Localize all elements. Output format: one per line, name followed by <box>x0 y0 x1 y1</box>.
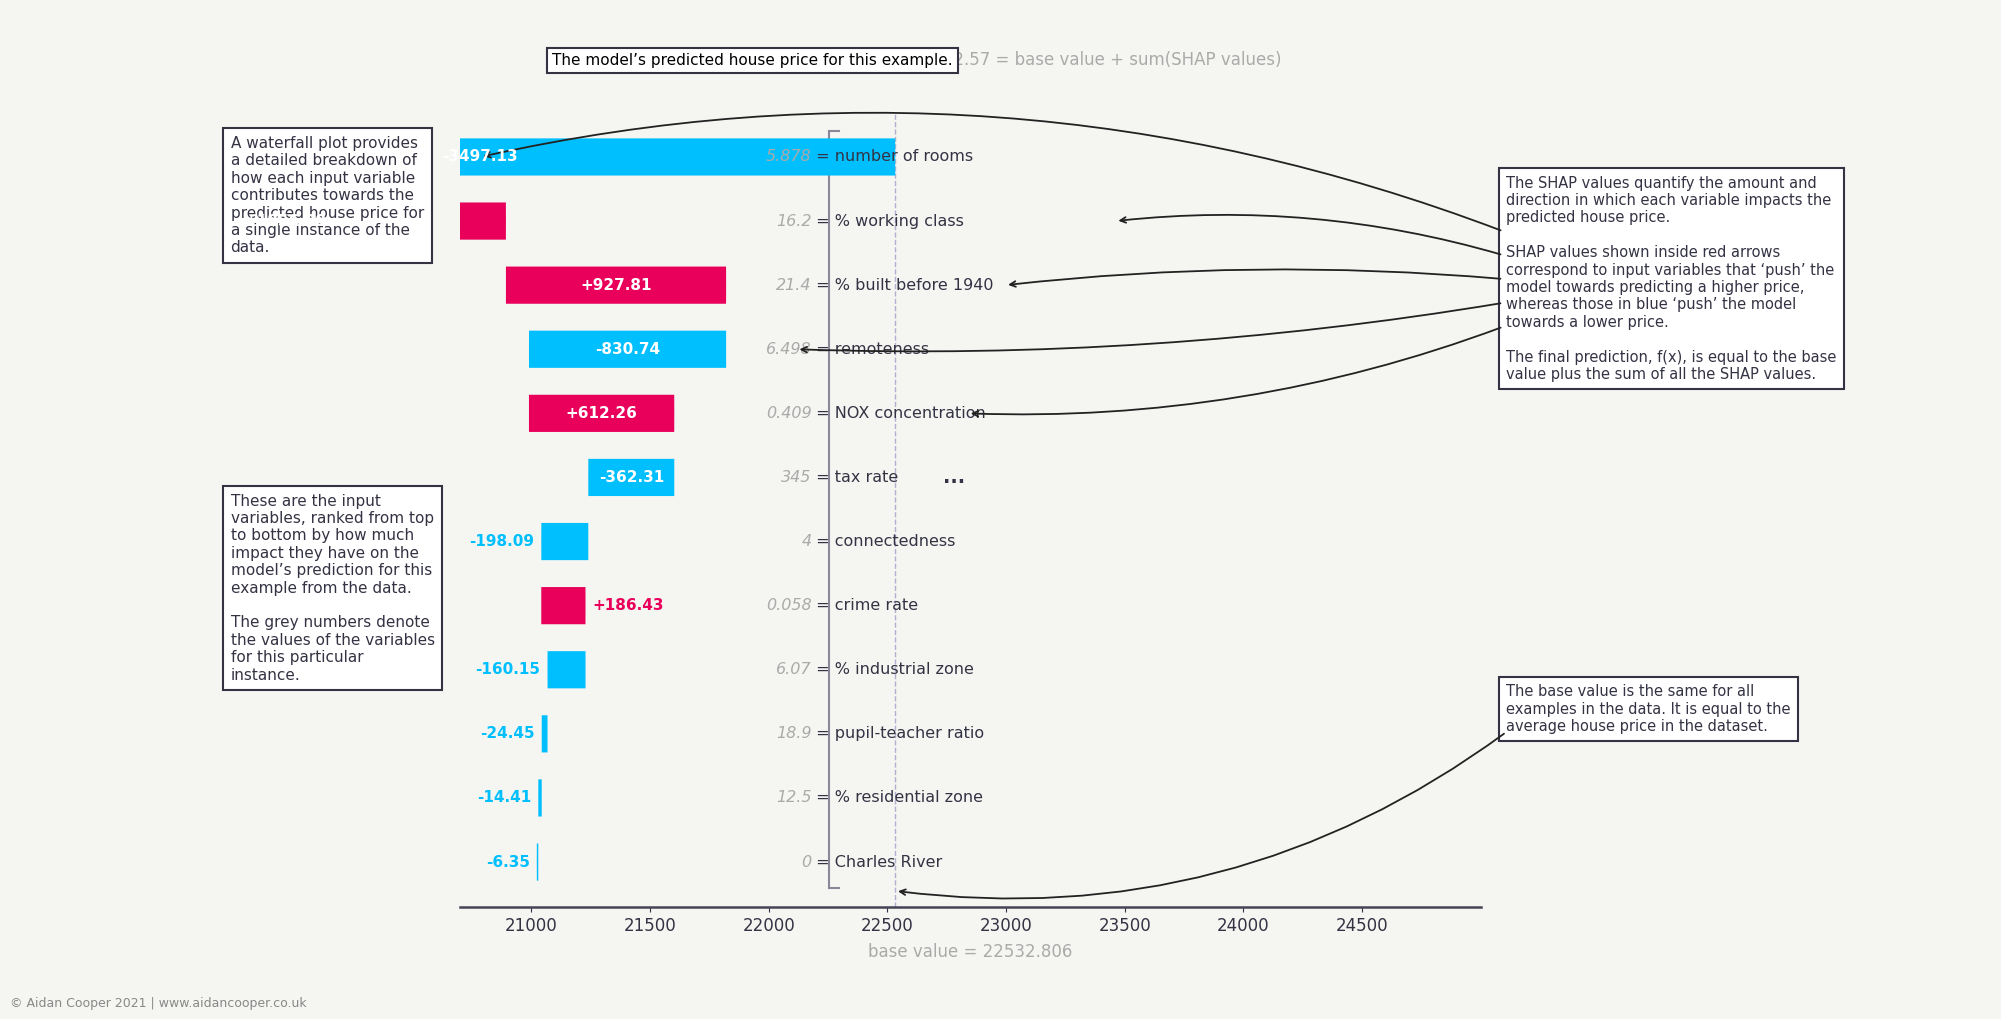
Text: These are the input
variables, ranked from top
to bottom by how much
impact they: These are the input variables, ranked fr… <box>230 493 434 683</box>
Text: f(x) = 21022.57 = base value + sum(SHAP values): f(x) = 21022.57 = base value + sum(SHAP … <box>858 51 1283 69</box>
Polygon shape <box>542 715 548 752</box>
Text: -6.35: -6.35 <box>486 855 530 869</box>
Text: -830.74: -830.74 <box>594 341 660 357</box>
Text: 16.2: 16.2 <box>776 214 812 228</box>
Text: -160.15: -160.15 <box>476 662 540 678</box>
Text: A: A <box>230 136 246 151</box>
Text: = Charles River: = Charles River <box>812 855 942 869</box>
Text: The model’s predicted house price for this example.: The model’s predicted house price for th… <box>552 53 952 68</box>
Text: -362.31: -362.31 <box>598 470 664 485</box>
Polygon shape <box>66 139 894 175</box>
Text: 0.058: 0.058 <box>766 598 812 613</box>
Text: = pupil-teacher ratio: = pupil-teacher ratio <box>812 727 984 742</box>
Text: 18.9: 18.9 <box>776 727 812 742</box>
Text: -24.45: -24.45 <box>480 727 534 742</box>
Text: 21.4: 21.4 <box>776 277 812 292</box>
Text: A waterfall plot provides
a detailed breakdown of
how each input variable
contri: A waterfall plot provides a detailed bre… <box>230 136 424 256</box>
Text: 5.878: 5.878 <box>766 150 812 164</box>
Polygon shape <box>528 394 674 432</box>
Text: -198.09: -198.09 <box>468 534 534 549</box>
Text: = crime rate: = crime rate <box>812 598 918 613</box>
Polygon shape <box>548 651 586 689</box>
Text: = number of rooms: = number of rooms <box>812 150 974 164</box>
Text: = % working class: = % working class <box>812 214 964 228</box>
Text: 0.409: 0.409 <box>766 406 812 421</box>
Text: 12.5: 12.5 <box>776 791 812 805</box>
X-axis label: base value = 22532.806: base value = 22532.806 <box>868 943 1073 961</box>
Text: -14.41: -14.41 <box>476 791 530 805</box>
Text: +186.43: +186.43 <box>592 598 664 613</box>
Polygon shape <box>588 459 674 496</box>
Text: +612.26: +612.26 <box>566 406 638 421</box>
Text: 0: 0 <box>800 855 812 869</box>
Text: = tax rate: = tax rate <box>812 470 898 485</box>
Text: = NOX concentration: = NOX concentration <box>812 406 986 421</box>
Polygon shape <box>542 523 588 560</box>
Polygon shape <box>66 203 506 239</box>
Text: The base value is the same for all
examples in the data. It is equal to the
aver: The base value is the same for all examp… <box>1507 685 1791 734</box>
Text: = connectedness: = connectedness <box>812 534 956 549</box>
Text: -3497.13: -3497.13 <box>442 150 518 164</box>
Text: 6.07: 6.07 <box>776 662 812 678</box>
Text: 345: 345 <box>780 470 812 485</box>
Polygon shape <box>538 780 542 816</box>
Text: = % built before 1940: = % built before 1940 <box>812 277 994 292</box>
Text: © Aidan Cooper 2021 | www.aidancooper.co.uk: © Aidan Cooper 2021 | www.aidancooper.co… <box>10 997 306 1010</box>
Text: 6.498: 6.498 <box>766 341 812 357</box>
Text: +1856.89: +1856.89 <box>244 214 326 228</box>
Text: = % residential zone: = % residential zone <box>812 791 982 805</box>
Polygon shape <box>542 587 586 625</box>
Text: = remoteness: = remoteness <box>812 341 930 357</box>
Text: ...: ... <box>942 468 964 487</box>
Text: 4: 4 <box>800 534 812 549</box>
Polygon shape <box>506 267 726 304</box>
Polygon shape <box>528 331 726 368</box>
Text: +927.81: +927.81 <box>580 277 652 292</box>
Text: The SHAP values quantify the amount and
direction in which each variable impacts: The SHAP values quantify the amount and … <box>1507 175 1837 382</box>
Text: = % industrial zone: = % industrial zone <box>812 662 974 678</box>
